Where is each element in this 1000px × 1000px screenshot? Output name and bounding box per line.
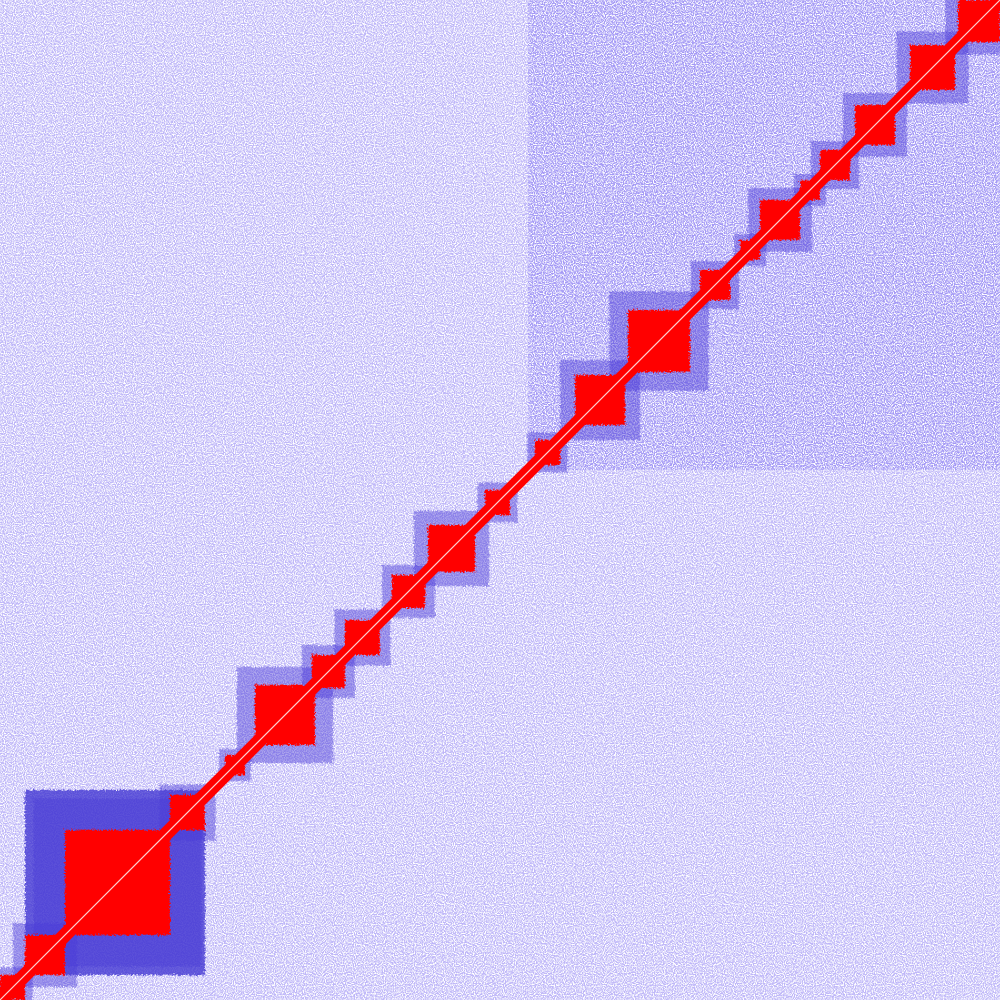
body: (() => { const data = JSON.parse(documen… bbox=[0, 0, 1000, 1000]
page: {} html, body { margin: 0; padding: 0; w… bbox=[0, 0, 1000, 1000]
contact-map bbox=[0, 0, 1000, 1000]
diagonal-line bbox=[0, 0, 1000, 1000]
